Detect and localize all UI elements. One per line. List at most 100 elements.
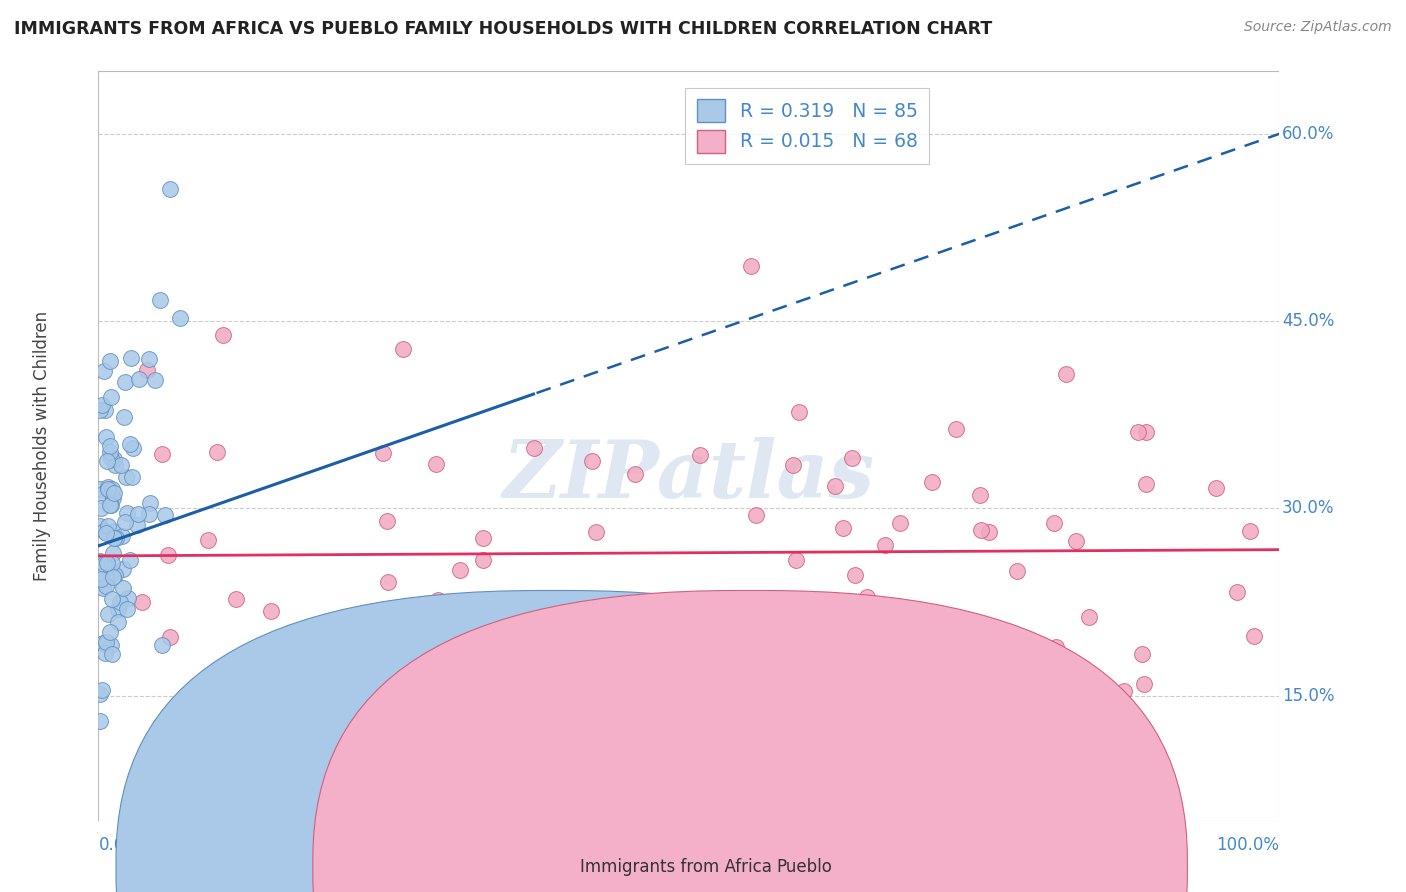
Point	[785, 552, 807, 566]
Point	[100, 451, 122, 466]
Point	[114, 515, 136, 529]
Point	[94, 403, 117, 417]
Point	[114, 376, 136, 390]
Point	[114, 470, 136, 484]
Point	[425, 458, 447, 472]
Point	[107, 615, 129, 630]
Point	[1064, 533, 1087, 548]
Point	[98, 498, 121, 512]
Point	[1112, 683, 1135, 698]
Point	[94, 646, 117, 660]
Point	[391, 342, 413, 356]
Point	[107, 601, 129, 615]
Point	[1054, 368, 1077, 382]
Point	[1045, 640, 1067, 655]
Point	[159, 182, 181, 196]
Point	[101, 491, 124, 505]
Point	[375, 514, 398, 528]
Point	[105, 531, 128, 545]
Point	[855, 590, 877, 604]
Point	[689, 448, 711, 462]
Point	[96, 635, 118, 649]
Text: 60.0%: 60.0%	[1282, 125, 1334, 143]
Point	[96, 557, 118, 571]
Point	[103, 486, 125, 500]
Point	[1239, 524, 1261, 539]
Point	[373, 446, 395, 460]
Point	[89, 519, 111, 533]
Point	[150, 638, 173, 652]
Point	[977, 524, 1000, 539]
Text: IMMIGRANTS FROM AFRICA VS PUEBLO FAMILY HOUSEHOLDS WITH CHILDREN CORRELATION CHA: IMMIGRANTS FROM AFRICA VS PUEBLO FAMILY …	[14, 20, 993, 37]
Point	[138, 507, 160, 521]
Point	[98, 444, 121, 458]
Point	[138, 352, 160, 367]
Point	[101, 483, 124, 497]
Point	[169, 310, 191, 325]
Point	[120, 351, 142, 366]
Point	[127, 507, 149, 521]
Point	[103, 546, 125, 560]
Point	[1226, 584, 1249, 599]
Point	[100, 638, 122, 652]
Point	[101, 524, 124, 538]
Point	[104, 568, 127, 582]
Text: ZIPatlas: ZIPatlas	[503, 437, 875, 515]
Text: Pueblo: Pueblo	[776, 858, 832, 876]
Point	[89, 687, 111, 701]
Point	[108, 595, 131, 609]
Point	[91, 398, 114, 412]
Point	[581, 454, 603, 468]
Point	[482, 640, 505, 655]
Point	[111, 562, 134, 576]
Point	[1205, 481, 1227, 495]
Point	[309, 643, 332, 657]
Point	[100, 498, 122, 512]
Point	[91, 636, 114, 650]
Point	[782, 458, 804, 472]
Point	[101, 591, 124, 606]
Point	[522, 441, 544, 455]
Point	[97, 519, 120, 533]
Point	[94, 525, 117, 540]
Point	[93, 524, 115, 538]
Point	[131, 595, 153, 609]
Point	[262, 636, 284, 650]
Point	[197, 533, 219, 547]
Point	[159, 630, 181, 644]
Point	[98, 624, 121, 639]
Text: Source: ZipAtlas.com: Source: ZipAtlas.com	[1244, 20, 1392, 34]
Point	[122, 441, 145, 455]
Point	[921, 475, 943, 489]
Point	[1043, 516, 1066, 531]
Text: 15.0%: 15.0%	[1282, 687, 1334, 705]
Point	[1243, 629, 1265, 643]
Point	[100, 648, 122, 662]
Point	[96, 579, 118, 593]
Point	[149, 293, 172, 307]
Point	[1126, 425, 1149, 439]
Point	[205, 445, 228, 459]
Point	[969, 524, 991, 538]
Point	[609, 717, 631, 731]
Point	[101, 557, 124, 571]
Point	[89, 402, 111, 417]
Point	[449, 563, 471, 577]
Text: 45.0%: 45.0%	[1282, 312, 1334, 330]
Point	[472, 553, 495, 567]
Point	[103, 531, 125, 545]
Point	[115, 602, 138, 616]
Point	[945, 422, 967, 436]
Point	[427, 593, 450, 607]
Point	[723, 648, 745, 662]
Point	[120, 436, 142, 450]
Text: Family Households with Children: Family Households with Children	[32, 311, 51, 581]
Point	[138, 496, 160, 510]
Point	[824, 479, 846, 493]
Point	[585, 524, 607, 539]
Point	[93, 364, 115, 378]
Point	[156, 549, 179, 563]
Legend: R = 0.319   N = 85, R = 0.015   N = 68: R = 0.319 N = 85, R = 0.015 N = 68	[685, 88, 929, 164]
Point	[474, 636, 496, 650]
Point	[824, 672, 846, 686]
